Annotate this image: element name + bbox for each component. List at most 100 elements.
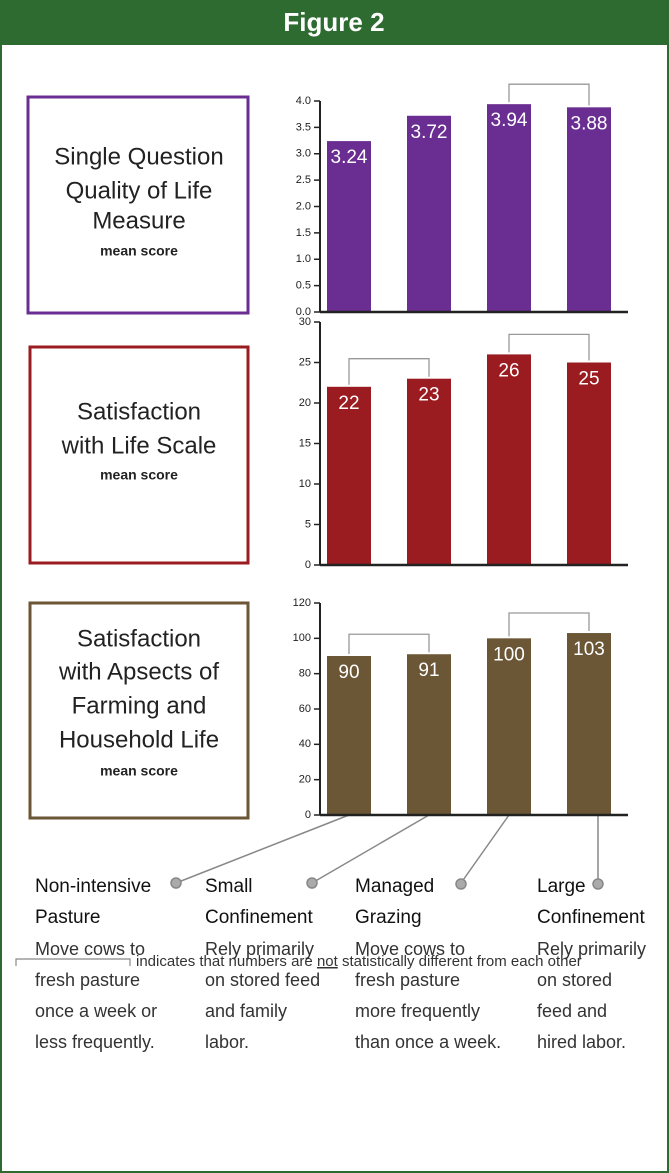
group-name: Managed: [355, 876, 434, 897]
connector: [311, 814, 430, 884]
bar-value-label: 91: [418, 660, 439, 681]
bracket: [508, 333, 590, 361]
bar-value-label: 3.72: [411, 122, 448, 143]
y-tick-label: 20: [299, 397, 311, 409]
y-tick-label: 2.0: [296, 200, 311, 212]
bar: [327, 656, 371, 815]
group-description: than once a week.: [355, 1032, 501, 1052]
group-description: Move cows to: [355, 939, 465, 959]
y-tick-label: 80: [299, 668, 311, 680]
label-box: [28, 601, 250, 820]
chart-label: Farming and: [72, 692, 207, 719]
connector-dot: [170, 877, 182, 889]
label-box: [26, 95, 250, 315]
header-band: [0, 0, 669, 45]
chart-label: Satisfaction: [77, 625, 201, 652]
bracket: [508, 83, 590, 106]
group-name: Large: [537, 876, 586, 897]
bar: [327, 386, 371, 565]
group-name: Grazing: [355, 907, 422, 928]
note-text: statistically different from each other: [338, 953, 582, 970]
group-name: Confinement: [205, 907, 313, 928]
chart-subtitle: mean score: [100, 763, 178, 779]
group-name: Pasture: [35, 907, 100, 928]
bar: [487, 638, 531, 815]
y-tick-label: 25: [299, 356, 311, 368]
y-tick-label: 0: [305, 809, 311, 821]
group-description: fresh pasture: [35, 970, 140, 990]
group-description: Rely primarily: [537, 939, 646, 959]
bar-value-label: 3.94: [491, 110, 528, 131]
y-tick-label: 3.5: [296, 121, 311, 133]
group-name: Non-intensive: [35, 876, 151, 897]
chart-label: Quality of Life: [66, 177, 213, 204]
note-text: not: [317, 953, 339, 970]
y-tick-label: 15: [299, 437, 311, 449]
group-description: more frequently: [355, 1001, 480, 1021]
y-tick-label: 5: [305, 518, 311, 530]
bar: [327, 141, 371, 312]
bar-value-label: 100: [493, 644, 525, 665]
chart-label: with Life Scale: [61, 432, 217, 459]
connector: [175, 814, 350, 884]
group-description: and family: [205, 1001, 287, 1021]
bar: [567, 633, 611, 815]
y-tick-label: 0.5: [296, 280, 311, 292]
group-description: once a week or: [35, 1001, 157, 1021]
bar: [567, 362, 611, 565]
connectors: [170, 814, 604, 890]
bracket: [348, 358, 430, 385]
bar: [487, 354, 531, 565]
group-description: hired labor.: [537, 1032, 626, 1052]
bar: [407, 654, 451, 815]
bar: [407, 115, 451, 313]
chart-label: Household Life: [59, 726, 219, 753]
group-description: Rely primarily: [205, 939, 314, 959]
bar: [567, 107, 611, 312]
bar: [407, 378, 451, 565]
group-name: Small: [205, 876, 253, 897]
bar-value-label: 103: [573, 639, 605, 660]
connector-dot: [592, 878, 604, 890]
chart-subtitle: mean score: [100, 467, 178, 483]
connector: [460, 814, 510, 884]
y-tick-label: 20: [299, 774, 311, 786]
connector-dot: [306, 877, 318, 889]
y-tick-label: 100: [293, 632, 311, 644]
group-description: fresh pasture: [355, 970, 460, 990]
y-tick-label: 30: [299, 316, 311, 328]
group-description: Move cows to: [35, 939, 145, 959]
group-description: on stored feed: [205, 970, 320, 990]
bar-value-label: 3.24: [331, 147, 368, 168]
group-description: less frequently.: [35, 1032, 155, 1052]
bracket: [348, 633, 430, 654]
chart-label: Satisfaction: [77, 398, 201, 425]
y-tick-label: 120: [293, 597, 311, 609]
chart-label: Measure: [92, 207, 185, 234]
chart-label: with Apsects of: [58, 658, 219, 685]
bar-value-label: 3.88: [571, 113, 608, 134]
y-tick-label: 3.0: [296, 148, 311, 160]
chart-subtitle: mean score: [100, 243, 178, 259]
y-tick-label: 4.0: [296, 95, 311, 107]
y-tick-label: 1.0: [296, 253, 311, 265]
bar: [487, 104, 531, 312]
y-tick-label: 0: [305, 559, 311, 571]
bar-value-label: 90: [338, 662, 359, 683]
note: indicates that numbers are not statistic…: [136, 953, 582, 970]
header-title: Figure 2: [283, 7, 384, 37]
y-tick-label: 10: [299, 478, 311, 490]
note-text: indicates that numbers are: [136, 953, 317, 970]
label-box: [28, 345, 250, 565]
y-tick-label: 2.5: [296, 174, 311, 186]
note-bracket: [15, 958, 131, 966]
y-tick-label: 0.0: [296, 306, 311, 318]
group-description: feed and: [537, 1001, 607, 1021]
connector-dot: [455, 878, 467, 890]
y-tick-label: 60: [299, 703, 311, 715]
bracket: [508, 612, 590, 637]
group-name: Confinement: [537, 907, 645, 928]
chart-label: Single Question: [54, 143, 223, 170]
bar-value-label: 25: [578, 369, 599, 390]
